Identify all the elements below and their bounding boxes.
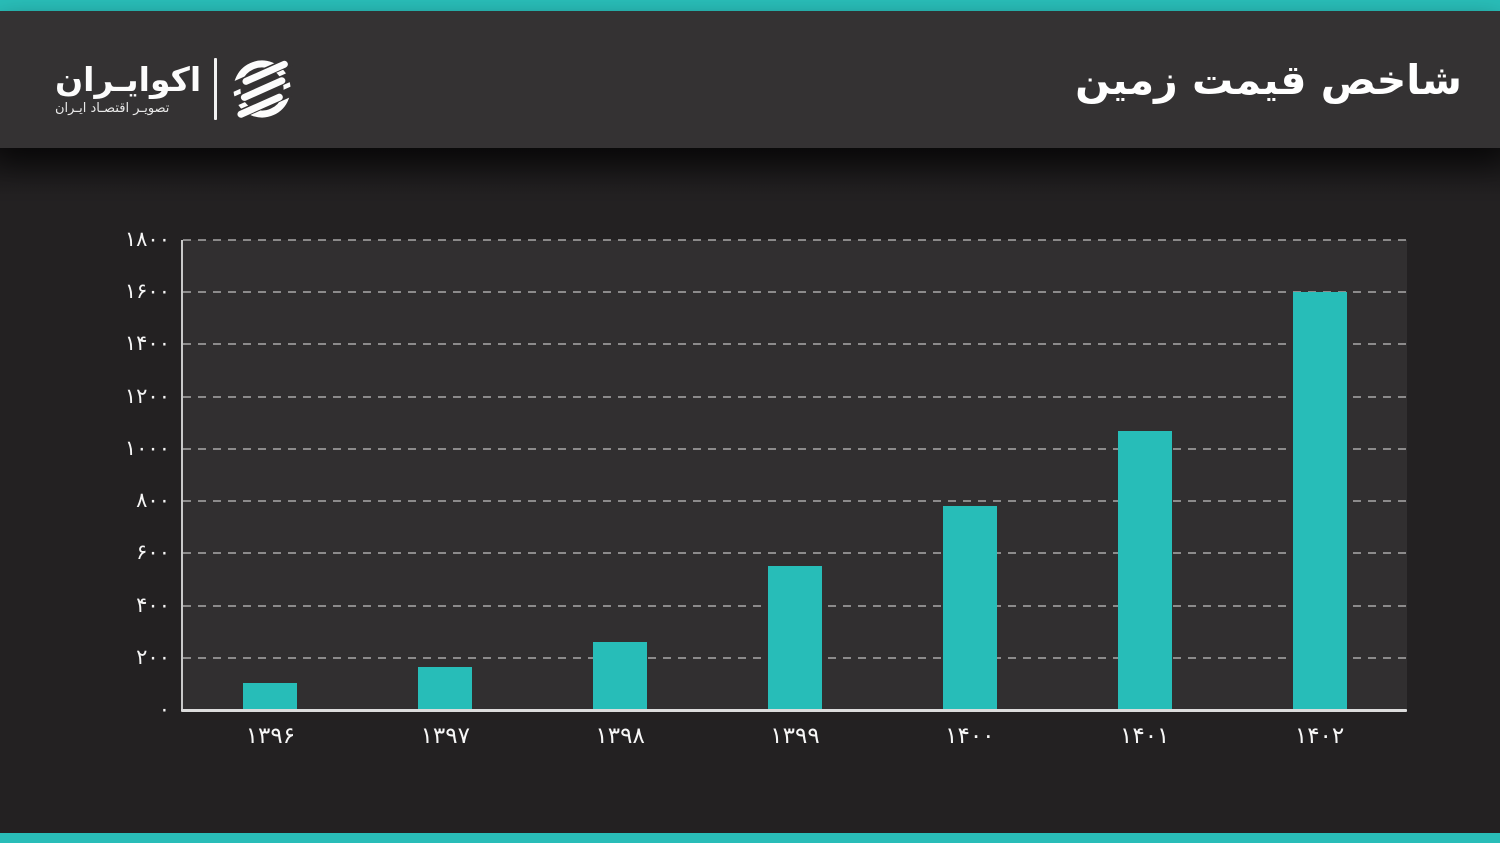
bar-۱۴۰۰ <box>942 506 997 710</box>
bar-۱۳۹۶ <box>243 682 298 710</box>
y-tick-label: ۱۸۰۰ <box>124 227 170 251</box>
gridline-1600 <box>183 291 1407 294</box>
logo-divider <box>214 58 218 120</box>
y-tick-label: ۸۰۰ <box>136 488 170 513</box>
y-tick-label: ۰ <box>158 697 170 721</box>
bar-۱۴۰۲ <box>1292 292 1347 710</box>
x-tick-label: ۱۳۹۶ <box>245 723 296 749</box>
y-tick-label: ۱۲۰۰ <box>124 383 170 408</box>
bar-۱۳۹۹ <box>768 566 822 710</box>
bar-۱۳۹۸ <box>593 642 648 710</box>
x-tick-label: ۱۳۹۸ <box>595 723 645 749</box>
logo-text-block: اکوایـران تصویـر اقتصـاد ایـران <box>55 59 202 117</box>
y-tick-label: ۱۰۰۰ <box>124 435 170 460</box>
gridline-1000 <box>183 447 1407 450</box>
bottom-accent-strip <box>0 833 1500 843</box>
x-tick-label: ۱۴۰۰ <box>945 723 995 749</box>
y-tick-label: ۲۰۰ <box>136 644 170 669</box>
gridline-600 <box>183 552 1407 555</box>
x-axis-line <box>181 709 1407 712</box>
x-tick-label: ۱۴۰۲ <box>1294 723 1345 749</box>
bar-۱۴۰۱ <box>1117 430 1172 710</box>
gridline-800 <box>183 500 1407 503</box>
gridline-1800 <box>183 239 1407 241</box>
chart-area: ۰ ۲۰۰ ۴۰۰ ۶۰۰ ۸۰۰ ۱۰۰۰ ۱۲۰۰ ۱۴۰۰ ۱۶۰۰ ۱۸۰۰ ۱۳۹۶ ۱۳۹… <box>0 148 1500 833</box>
gridline-1200 <box>183 395 1407 398</box>
y-tick-label: ۴۰۰ <box>136 592 170 617</box>
gridline-1400 <box>183 343 1407 346</box>
page-title: شاخص قیمت زمین <box>1075 55 1462 104</box>
y-tick-label: ۶۰۰ <box>136 540 170 565</box>
y-axis-line <box>181 240 183 710</box>
x-tick-label: ۱۴۰۱ <box>1119 723 1170 749</box>
x-tick-label: ۱۳۹۹ <box>770 723 820 749</box>
logo-tagline: تصویـر اقتصـاد ایـران <box>55 101 170 117</box>
y-tick-label: ۱۴۰۰ <box>124 331 170 356</box>
bar-۱۳۹۷ <box>418 666 473 710</box>
top-accent-strip <box>0 0 1500 11</box>
y-tick-label: ۱۶۰۰ <box>124 279 170 304</box>
ecoiran-logo: اکوایـران تصویـر اقتصـاد ایـران <box>55 51 295 127</box>
header: اکوایـران تصویـر اقتصـاد ایـران شاخص قیم… <box>0 11 1500 148</box>
ecoiran-striped-circle-icon <box>230 57 295 121</box>
x-tick-label: ۱۳۹۷ <box>420 723 470 749</box>
logo-name: اکوایـران <box>55 59 202 99</box>
